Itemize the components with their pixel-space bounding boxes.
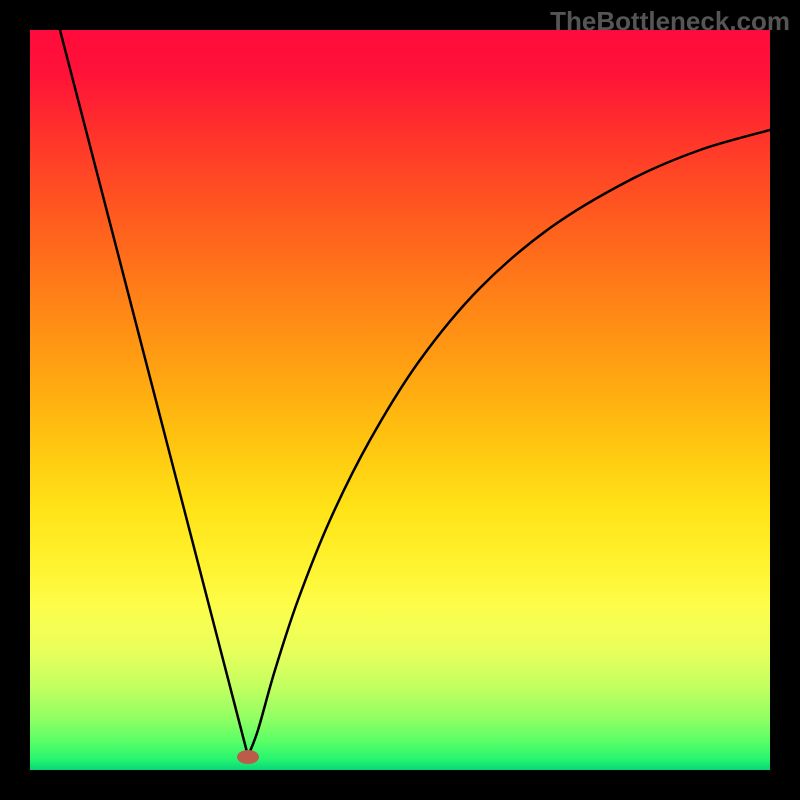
optimum-point-marker: [237, 750, 259, 764]
bottleneck-chart: TheBottleneck.com: [0, 0, 800, 800]
site-watermark: TheBottleneck.com: [550, 6, 790, 37]
bottleneck-curve: [0, 0, 800, 800]
